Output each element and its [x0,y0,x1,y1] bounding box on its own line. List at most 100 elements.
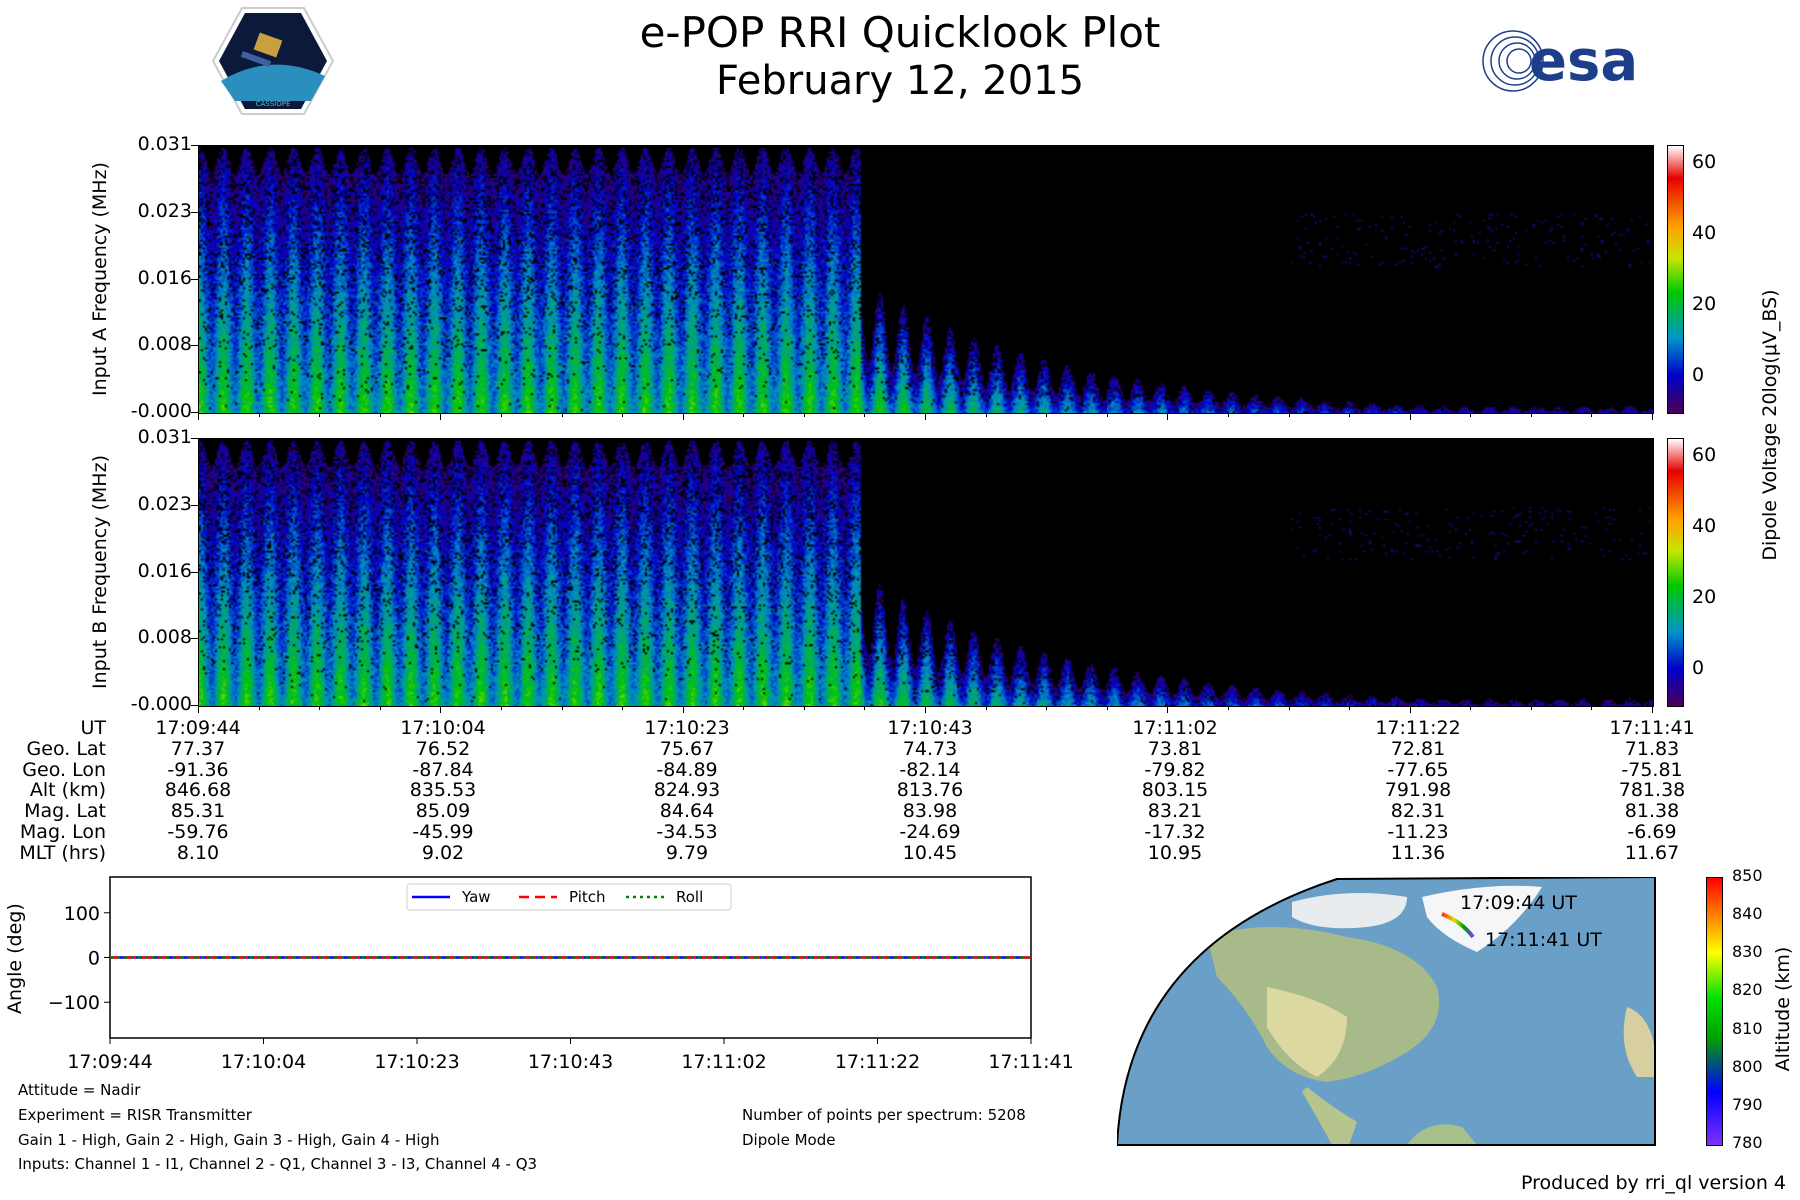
table-cell: 9.79 [665,841,709,864]
table-cell: 835.53 [409,779,477,802]
table-row-label: UT [80,717,106,739]
altitude-tick-label: 810 [1732,1018,1763,1038]
x-tick-mark [1591,706,1593,710]
table-cell: 10.95 [1147,841,1203,864]
x-tick-mark [1046,413,1048,417]
x-tick-mark [1530,413,1532,417]
footer-produced-by: Produced by rri_ql version 4 [1521,1172,1786,1194]
x-tick-mark [1409,706,1411,713]
table-cell: 81.38 [1624,800,1680,823]
y-tick-label: −100 [48,992,100,1014]
legend-label: Pitch [569,888,606,906]
table-cell: -59.76 [167,821,229,843]
table-cell: 803.15 [1141,779,1209,802]
info-points: Number of points per spectrum: 5208 [742,1106,1026,1124]
y-tick-label: 0.031 [137,133,192,155]
x-tick-mark [440,413,442,420]
table-cell: 11.36 [1390,841,1446,864]
x-tick-mark [258,413,260,417]
table-cell: -45.99 [412,821,474,843]
y-tick-label: 100 [64,903,100,925]
x-tick-mark [319,413,321,417]
table-cell: -17.32 [1144,821,1206,843]
table-cell: 84.64 [659,800,715,823]
x-tick-mark [1106,413,1108,417]
attitude-plot: 100 0 −100 17:09:44 17:10:04 17:10:23 17:10:43… [48,876,1074,1073]
x-tick-mark [500,413,502,417]
track-start-label: 17:09:44 UT [1460,892,1577,914]
x-tick-mark [1470,413,1472,417]
table-cell: 71.83 [1624,737,1680,760]
table-cell: 781.38 [1618,779,1686,802]
colorbar-a [1667,145,1684,414]
table-cell: 83.98 [902,800,958,823]
x-tick-label: 17:10:23 [374,1051,459,1073]
altitude-tick-label: 820 [1732,980,1763,1000]
altitude-tick-label: 850 [1732,866,1763,885]
colorbar-b [1667,438,1684,707]
x-tick-mark [1288,413,1290,417]
x-tick-mark [1288,706,1290,710]
y-tick-mark [191,638,198,640]
x-tick-mark [319,706,321,710]
track-end-label: 17:11:41 UT [1485,929,1602,951]
table-cell: -82.14 [899,758,961,781]
x-tick-mark [864,413,866,417]
y-tick-mark [191,412,198,413]
table-cell: 17:11:22 [1375,717,1461,739]
y-tick-label: -0.000 [130,400,192,422]
table-cell: 10.45 [902,841,958,864]
y-tick-label: 0.016 [137,559,192,582]
x-tick-mark [1409,413,1411,420]
altitude-tick-label: 840 [1732,904,1763,924]
x-tick-mark [561,413,563,417]
y-tick-label: -0.000 [130,693,192,715]
colorbar-tick-label: 0 [1692,364,1705,387]
x-tick-mark [1227,413,1229,417]
x-tick-label: 17:09:44 [67,1051,152,1073]
x-tick-mark [864,706,866,710]
spectrogram-input-a [198,145,1654,414]
colorbar-tick-label: 0 [1692,657,1705,680]
y-tick-mark [191,211,198,213]
cassiope-logo: CASSIOPE [211,7,335,115]
spectrogram-a-canvas [199,146,1653,413]
y-tick-label: 0.008 [137,333,192,356]
x-tick-mark [682,706,684,713]
x-tick-mark [1530,706,1532,710]
x-tick-mark [1349,706,1351,710]
altitude-tick-label: 830 [1732,942,1763,962]
table-cell: 17:11:41 [1609,717,1695,739]
svg-text:CASSIOPE: CASSIOPE [256,100,291,108]
table-row-label: Alt (km) [29,779,106,802]
table-cell: 824.93 [653,779,721,802]
altitude-tick-label: 790 [1732,1094,1763,1114]
table-cell: 17:11:02 [1132,717,1218,739]
spectrogram-b-canvas [199,439,1653,706]
colorbar-tick-label: 20 [1692,293,1717,316]
altitude-tick-label: 800 [1732,1056,1763,1076]
input-a-ylabel: Input A Frequency (MHz) [89,162,111,396]
table-cell: -87.84 [412,758,474,781]
attitude-ylabel: Angle (deg) [4,903,26,1014]
table-row-label: Geo. Lat [26,737,106,760]
table-row-label: Geo. Lon [22,758,106,781]
y-tick-mark [191,504,198,506]
x-tick-mark [258,706,260,710]
table-cell: 8.10 [176,841,220,864]
colorbar-tick-label: 20 [1692,586,1717,609]
table-cell: -11.23 [1387,821,1449,843]
y-tick-label: 0.023 [137,492,192,515]
spectrogram-input-b [198,438,1654,707]
x-tick-mark [743,706,745,710]
table-cell: 17:10:23 [644,717,730,739]
legend-label: Yaw [461,888,491,906]
info-gains: Gain 1 - High, Gain 2 - High, Gain 3 - H… [18,1131,440,1149]
input-b-ylabel: Input B Frequency (MHz) [89,455,111,689]
x-tick-mark [561,706,563,710]
ground-track-map: 17:09:44 UT 17:11:41 UT [1117,877,1656,1146]
colorbar-label: Dipole Voltage 20log(μV_BS) [1759,289,1781,561]
table-cell: -91.36 [167,758,229,781]
ground-track-line [1441,912,1475,939]
